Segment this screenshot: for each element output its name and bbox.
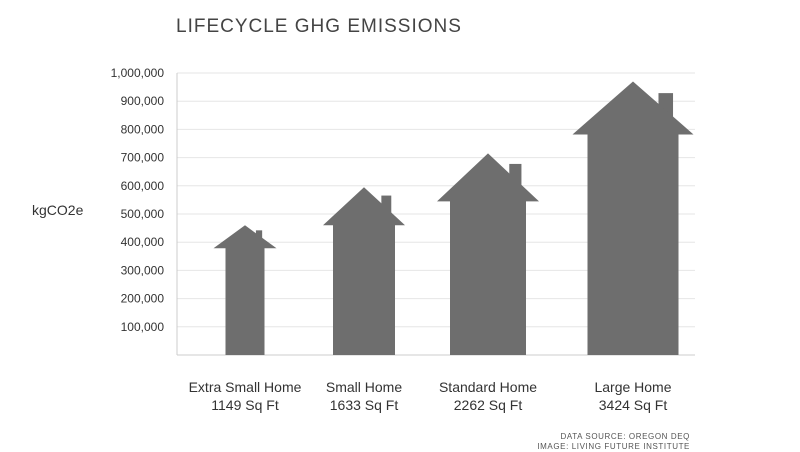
bar-house-4 (572, 81, 694, 356)
category-sublabel: 3424 Sq Ft (599, 397, 668, 413)
data-source-note: DATA SOURCE: OREGON DEQ (560, 432, 690, 441)
image-credit-note: IMAGE: LIVING FUTURE INSTITUTE (537, 442, 690, 451)
category-labels: Extra Small Home 1149 Sq Ft Small Home 1633… (189, 379, 672, 413)
y-tick-label: 500,000 (121, 207, 165, 221)
y-tick-label: 800,000 (121, 122, 165, 136)
y-tick-labels: 100,000 200,000 300,000 400,000 500,000 600,0… (111, 66, 165, 334)
bars (213, 81, 694, 356)
category-label: Standard Home (439, 379, 537, 395)
y-tick-label: 200,000 (121, 292, 165, 306)
category-sublabel: 1633 Sq Ft (330, 397, 399, 413)
category-label: Small Home (326, 379, 402, 395)
y-tick-label: 1,000,000 (111, 66, 165, 80)
chart-title: LIFECYCLE GHG EMISSIONS (176, 16, 462, 37)
y-tick-label: 600,000 (121, 179, 165, 193)
y-tick-label: 900,000 (121, 94, 165, 108)
house-chimney (381, 195, 392, 215)
bar-house-1 (213, 225, 277, 355)
y-tick-label: 700,000 (121, 151, 165, 165)
y-axis-label: kgCO2e (32, 202, 84, 218)
bar-house-2 (323, 187, 405, 355)
y-tick-label: 100,000 (121, 320, 165, 334)
y-tick-label: 400,000 (121, 235, 165, 249)
bar-house-3 (437, 153, 539, 355)
category-sublabel: 2262 Sq Ft (454, 397, 523, 413)
house-chimney (255, 230, 263, 240)
category-label: Large Home (594, 379, 671, 395)
category-sublabel: 1149 Sq Ft (211, 397, 279, 413)
y-tick-label: 300,000 (121, 263, 165, 277)
category-label: Extra Small Home (189, 379, 302, 395)
